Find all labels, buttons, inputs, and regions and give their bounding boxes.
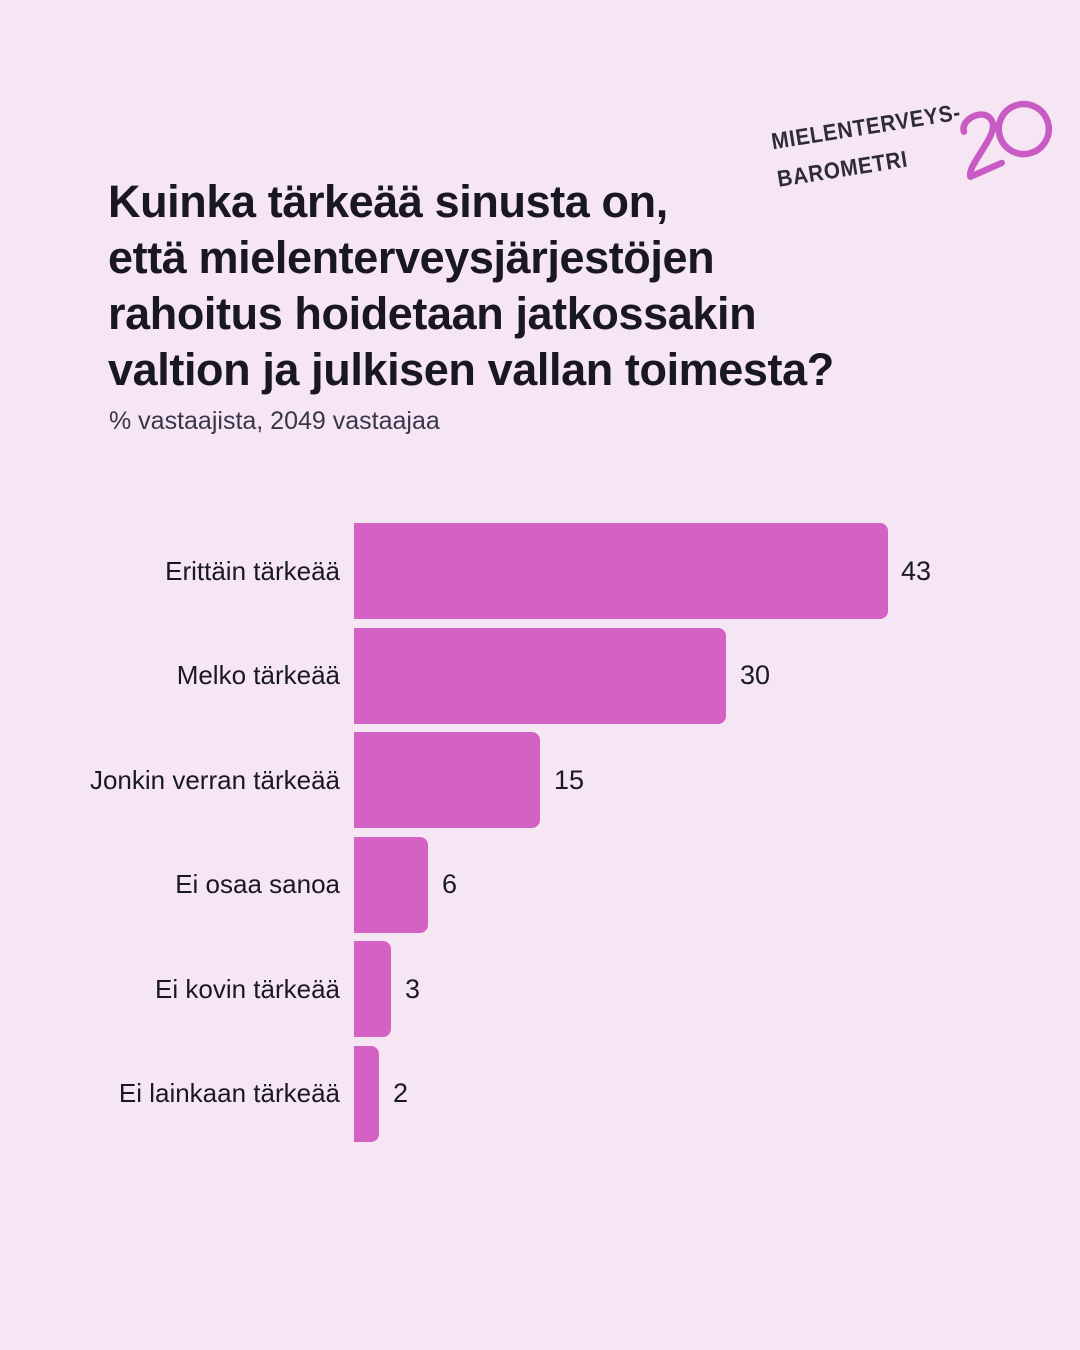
svg-text:MIELENTERVEYS-: MIELENTERVEYS- <box>769 99 962 155</box>
